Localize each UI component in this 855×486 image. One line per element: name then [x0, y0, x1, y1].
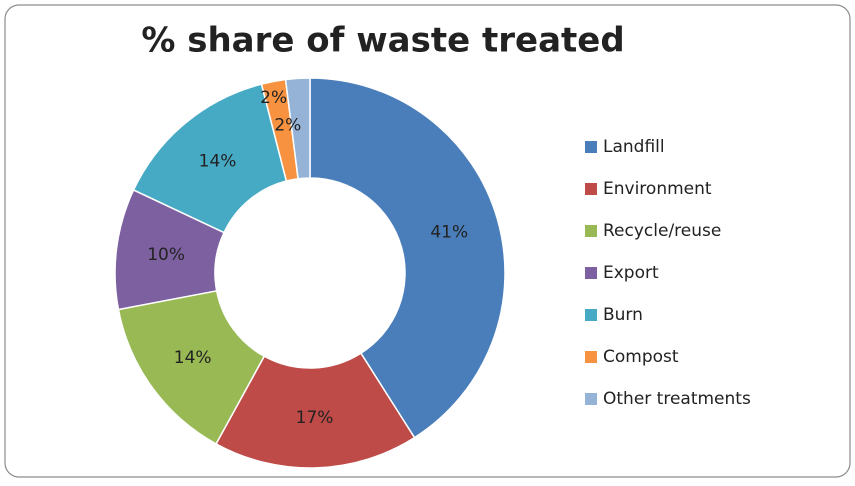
- legend-label: Other treatments: [603, 389, 751, 409]
- data-label: 14%: [199, 151, 237, 171]
- donut-segment: [284, 77, 311, 180]
- legend-swatch: [585, 267, 597, 279]
- legend-label: Export: [603, 263, 659, 283]
- donut-segment: [215, 352, 416, 469]
- data-label: 2%: [274, 115, 301, 135]
- legend-swatch: [585, 309, 597, 321]
- data-label: 10%: [147, 245, 185, 265]
- chart-title: % share of waste treated: [141, 21, 624, 61]
- legend-label: Compost: [603, 347, 679, 367]
- data-label: 2%: [260, 88, 287, 108]
- data-label: 14%: [174, 348, 212, 368]
- legend-label: Landfill: [603, 137, 665, 157]
- legend-swatch: [585, 393, 597, 405]
- legend-label: Burn: [603, 305, 643, 325]
- legend-swatch: [585, 225, 597, 237]
- legend-swatch: [585, 183, 597, 195]
- data-label: 41%: [430, 223, 468, 243]
- data-label: 17%: [296, 408, 334, 428]
- legend-label: Environment: [603, 179, 712, 199]
- legend-label: Recycle/reuse: [603, 221, 721, 241]
- legend-swatch: [585, 141, 597, 153]
- donut-segment: [309, 77, 506, 439]
- legend-swatch: [585, 351, 597, 363]
